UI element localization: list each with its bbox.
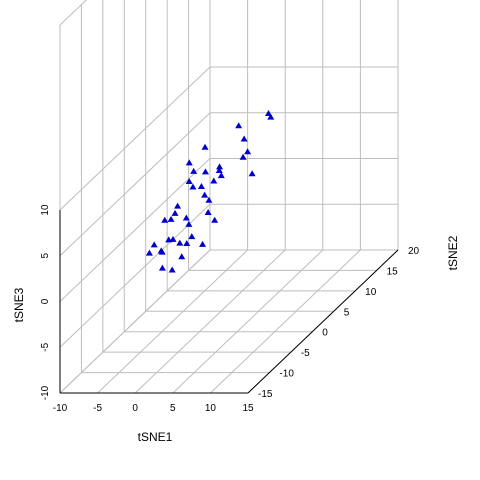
side-wall-grid-line <box>59 249 211 394</box>
data-point-triangle <box>168 266 176 273</box>
x-tick-label: 15 <box>242 403 254 414</box>
data-point-triangle <box>248 170 256 177</box>
y-tick-label: -5 <box>301 348 310 359</box>
side-wall-grid-line <box>59 203 211 348</box>
data-point-triangle <box>204 208 212 215</box>
side-wall-grid-line <box>59 112 211 257</box>
data-point-triangle <box>244 148 252 155</box>
x-tick-label: 5 <box>170 403 176 414</box>
data-point-triangle <box>161 216 169 223</box>
data-point-triangle <box>167 215 175 222</box>
data-point-triangle <box>185 220 193 227</box>
data-point-triangle <box>201 168 209 175</box>
y-tick-label: -10 <box>279 369 294 380</box>
data-point-triangle <box>158 248 166 255</box>
side-wall-grid-line <box>59 158 211 302</box>
data-point-triangle <box>165 236 173 243</box>
x-tick-label: 10 <box>205 403 217 414</box>
data-point-triangle <box>211 216 219 223</box>
data-point-triangle <box>239 153 247 160</box>
data-point-triangle <box>169 235 177 242</box>
side-wall-grid-line <box>59 0 87 26</box>
data-point-triangle <box>197 182 205 189</box>
z-tick-label: 10 <box>40 204 51 216</box>
floor-grid-line <box>210 249 361 394</box>
data-point-triangle <box>183 240 191 247</box>
data-point-triangle <box>178 253 186 260</box>
data-point-triangle <box>201 191 209 198</box>
data-point-triangle <box>176 239 184 246</box>
data-point-triangle <box>215 167 223 174</box>
data-point-triangle <box>240 135 248 142</box>
x-tick-label: -10 <box>53 403 68 414</box>
y-tick-label: 5 <box>344 307 350 318</box>
data-point-triangle <box>199 240 207 247</box>
data-point-triangle <box>216 163 224 170</box>
x-tick-label: 0 <box>132 403 138 414</box>
y-axis-line <box>247 249 399 394</box>
data-point-triangle <box>145 249 153 256</box>
z-tick-label: -10 <box>40 385 51 400</box>
data-point-triangle <box>217 172 225 179</box>
data-point-triangle <box>185 177 193 184</box>
data-point-triangle <box>265 109 273 116</box>
data-point-triangle <box>189 183 197 190</box>
y-tick-label: 10 <box>365 287 377 298</box>
data-point-triangle <box>158 264 166 271</box>
data-point-triangle <box>174 202 182 209</box>
data-point-triangle <box>171 209 179 216</box>
data-point-triangle <box>190 167 198 174</box>
data-point-triangle <box>150 241 158 248</box>
data-point-triangle <box>205 196 213 203</box>
data-point-triangle <box>188 233 196 240</box>
y-tick-label: 20 <box>408 246 420 257</box>
data-point-triangle <box>210 177 218 184</box>
side-wall-grid-line <box>59 66 211 211</box>
floor-grid-line <box>97 249 248 394</box>
x-axis-title: tSNE1 <box>138 430 173 444</box>
data-point-triangle <box>201 143 209 150</box>
z-tick-label: 5 <box>40 253 51 259</box>
data-point-triangle <box>267 113 275 120</box>
chart-axes <box>59 210 399 394</box>
y-tick-label: 15 <box>387 266 399 277</box>
floor-grid-line <box>172 249 324 394</box>
chart-ticks: -10 -5 0 5 10 15 -15 -10 -5 0 5 10 15 20 -10 -5 0 5 10 <box>40 204 420 414</box>
z-axis-title: tSNE3 <box>12 287 26 322</box>
z-tick-label: -5 <box>40 342 51 351</box>
data-point-triangle <box>185 159 193 166</box>
floor-grid-line <box>134 249 286 394</box>
data-point-triangle <box>182 214 190 221</box>
y-tick-label: 0 <box>322 328 328 339</box>
chart-marks <box>145 109 275 273</box>
data-point-triangle <box>235 122 243 129</box>
y-axis-title: tSNE2 <box>446 235 460 270</box>
z-tick-label: 0 <box>40 298 51 304</box>
chart-grid <box>59 0 399 394</box>
y-tick-label: -15 <box>258 389 273 400</box>
x-tick-label: -5 <box>93 403 102 414</box>
